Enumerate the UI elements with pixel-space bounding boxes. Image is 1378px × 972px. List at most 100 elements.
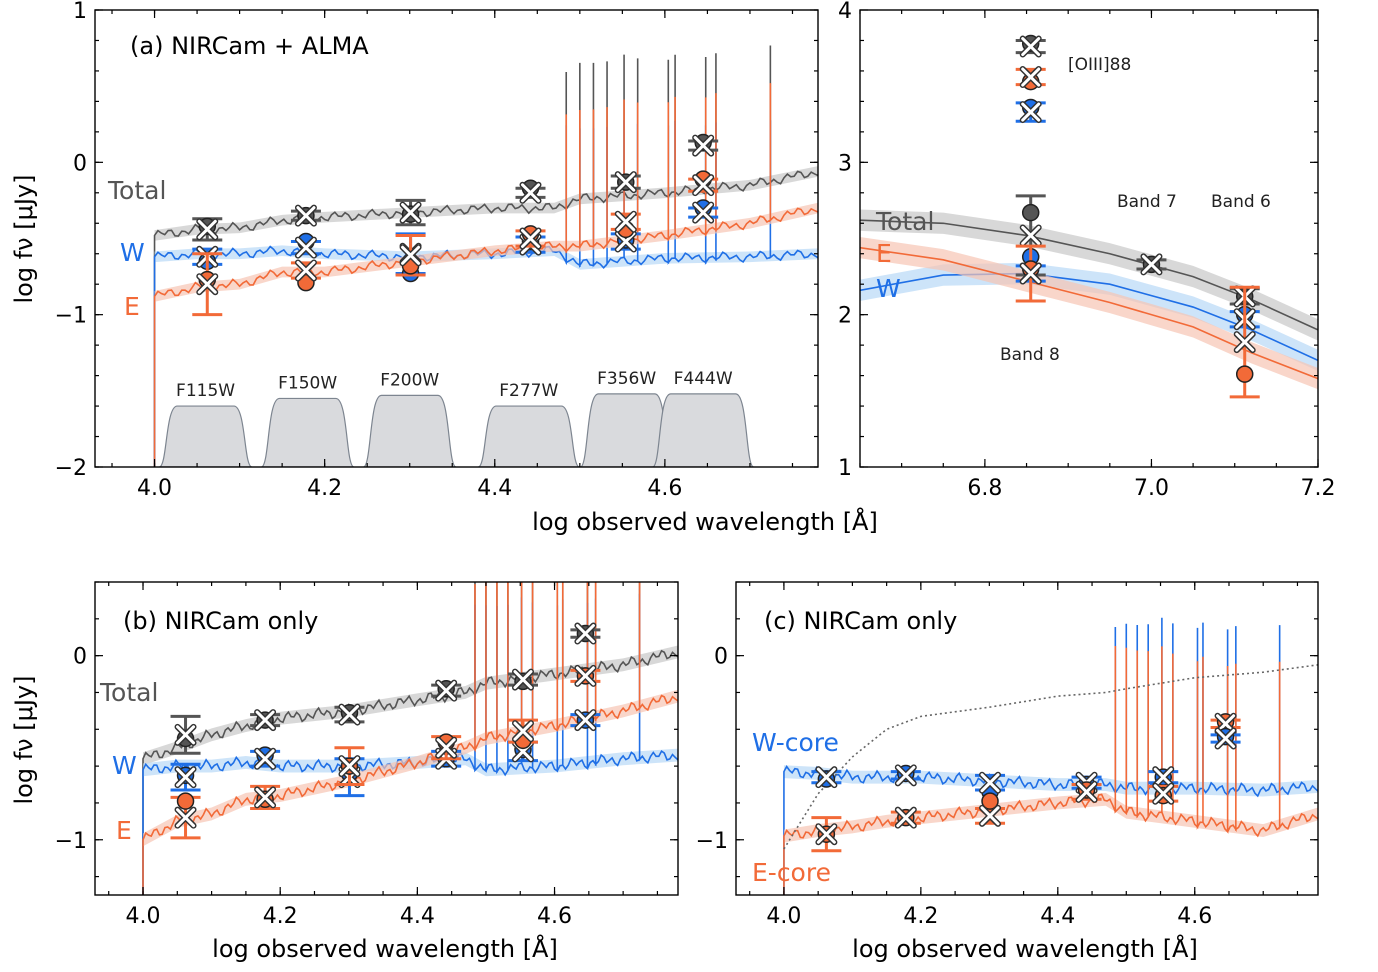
x-tick-label: 4.0 [137, 476, 172, 501]
data-point-cross [1141, 254, 1161, 274]
x-tick-label: 4.4 [477, 476, 512, 501]
annotation-band7: Band 7 [1117, 192, 1177, 212]
x-tick-label: 4.0 [766, 904, 801, 929]
data-point-cross [1021, 37, 1041, 57]
series-label-w: W [112, 751, 137, 780]
data-point-cross [1153, 767, 1173, 787]
filter-label: F200W [380, 370, 439, 390]
data-point-cross [693, 203, 713, 223]
data-point-cross [176, 767, 196, 787]
plot-area [783, 617, 1318, 895]
data-point-cross [513, 670, 533, 690]
data-point-circle [1235, 365, 1254, 383]
data-point-cross [296, 206, 316, 226]
y-tick-label: −2 [55, 456, 87, 481]
model-band [154, 166, 818, 241]
data-point-cross [980, 773, 1000, 793]
y-tick-label: 4 [838, 0, 852, 24]
axes-frame [859, 9, 1319, 468]
axes-frame [735, 581, 1319, 896]
model-line [783, 646, 1318, 895]
data-point-cross [693, 136, 713, 156]
data-point-cross [816, 767, 836, 787]
model-band [143, 645, 678, 766]
data-point-cross [1235, 332, 1255, 352]
y-tick-label: 1 [73, 0, 87, 24]
c-xlabel: log observed wavelength [Å] [852, 934, 1198, 963]
x-tick-label: 4.2 [263, 904, 298, 929]
series-label-w-core: W-core [752, 728, 839, 757]
y-tick-label: 2 [838, 304, 852, 329]
panel-c: 4.0 4.2 4.4 4.6 −1 0 W-core E-core [696, 581, 1319, 929]
x-tick-label: 4.6 [537, 904, 572, 929]
model-band [154, 245, 818, 270]
y-tick-label: −1 [696, 829, 728, 854]
data-point-cross [575, 710, 595, 730]
filter-curve [362, 394, 457, 467]
series-label-w: W [876, 274, 901, 303]
series-label-e: E [876, 239, 892, 268]
series-label-total: Total [99, 678, 158, 707]
data-point-cross [616, 212, 636, 232]
model-band [143, 689, 678, 847]
y-tick-label: −1 [55, 829, 87, 854]
data-point-cross [176, 808, 196, 828]
data-point-cross [1077, 782, 1097, 802]
data-point-cross [513, 721, 533, 741]
data-point-cross [255, 710, 275, 730]
y-tick-label: 3 [838, 151, 852, 176]
data-point-cross [296, 238, 316, 258]
series-label-e: E [124, 292, 140, 321]
panel-b-title: (b) NIRCam only [123, 607, 318, 635]
data-point-cross [896, 808, 916, 828]
panel-b: 4.0 4.2 4.4 4.6 −1 0 Total W E [55, 581, 679, 929]
top-xlabel: log observed wavelength [Å] [532, 507, 878, 536]
data-point-cross [575, 666, 595, 686]
filter-label: F444W [674, 369, 733, 389]
panel-a-title: (a) NIRCam + ALMA [130, 32, 369, 60]
x-tick-label: 7.2 [1301, 476, 1336, 501]
data-point-cross [1021, 225, 1041, 245]
plot-area [153, 45, 818, 467]
data-point-cross [575, 624, 595, 644]
data-point-cross [816, 824, 836, 844]
data-point-cross [1021, 102, 1041, 122]
filter-label: F277W [499, 381, 558, 401]
filter-curve [260, 397, 355, 467]
a-ylabel: log fν [μJy] [10, 175, 38, 304]
filter-curve [652, 393, 755, 467]
data-point-cross [197, 274, 217, 294]
b-xlabel: log observed wavelength [Å] [212, 934, 558, 963]
data-point-cross [255, 787, 275, 807]
x-tick-label: 4.4 [400, 904, 435, 929]
x-tick-label: 4.6 [1177, 904, 1212, 929]
data-point-cross [401, 203, 421, 223]
x-tick-label: 7.0 [1134, 476, 1169, 501]
data-point-cross [896, 765, 916, 785]
y-tick-label: 0 [73, 645, 87, 670]
data-point-cross [401, 245, 421, 265]
y-tick-label: 0 [714, 645, 728, 670]
annotation-band6: Band 6 [1211, 192, 1271, 212]
data-point-cross [339, 756, 359, 776]
x-tick-label: 4.2 [307, 476, 342, 501]
panel-c-title: (c) NIRCam only [764, 607, 957, 635]
x-tick-label: 4.4 [1040, 904, 1075, 929]
data-point-cross [296, 260, 316, 280]
data-point-cross [616, 172, 636, 192]
data-point-cross [980, 806, 1000, 826]
data-point-circle [1021, 203, 1040, 222]
model-line [142, 593, 678, 895]
data-point-cross [176, 725, 196, 745]
data-point-cross [1021, 67, 1041, 87]
series-label-w: W [120, 238, 145, 267]
model-line [783, 664, 1318, 850]
data-point-cross [197, 219, 217, 239]
data-point-cross [1216, 729, 1236, 748]
model-band [860, 262, 1318, 372]
data-point-cross [255, 749, 275, 769]
model-band [860, 236, 1318, 390]
axes-frame [94, 9, 819, 468]
y-tick-label: 1 [838, 456, 852, 481]
data-point-cross [521, 183, 541, 203]
